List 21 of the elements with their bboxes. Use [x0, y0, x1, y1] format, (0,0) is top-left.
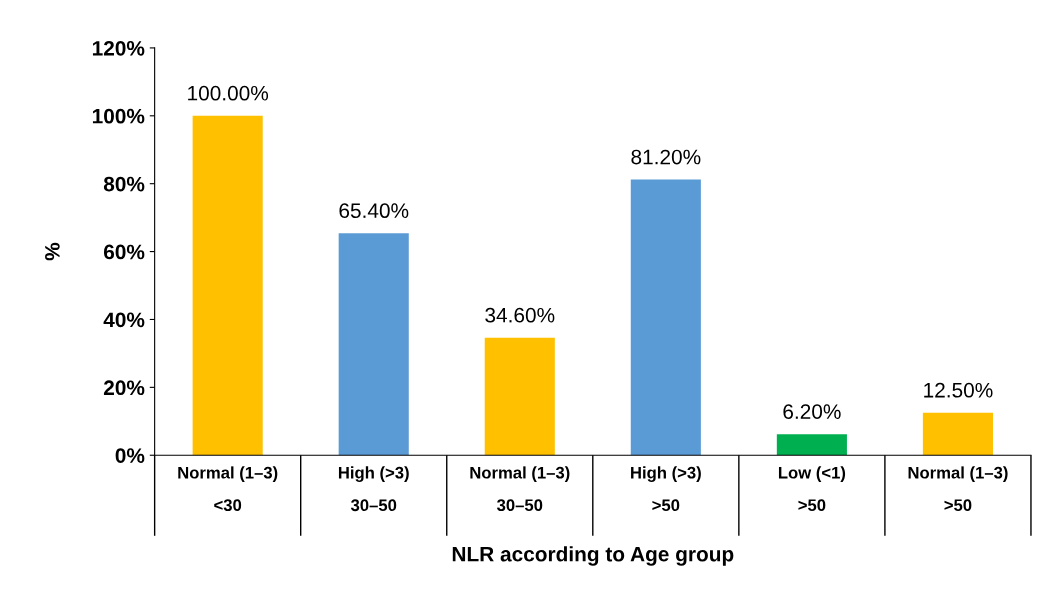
x-axis-title: NLR according to Age group — [452, 546, 734, 566]
data-label: 100.00% — [188, 85, 269, 101]
x-tick-label: High (>3) 30–50 — [338, 466, 409, 512]
x-tick-label: Normal (1–3) <30 — [178, 466, 278, 512]
x-tick-label: Normal (1–3) >50 — [908, 466, 1008, 512]
data-label: 34.60% — [485, 307, 555, 323]
x-tick-label: High (>3) >50 — [631, 466, 701, 512]
y-tick-label: 120% — [92, 40, 145, 56]
data-label: 6.20% — [783, 404, 841, 419]
data-label: 65.40% — [339, 203, 409, 219]
y-tick-label: 100% — [92, 108, 145, 124]
y-tick-label: 40% — [103, 312, 145, 328]
y-tick-label: 80% — [103, 176, 145, 192]
data-label: 12.50% — [924, 382, 993, 398]
y-tick-label: 20% — [103, 380, 145, 396]
y-tick-label: 60% — [103, 244, 145, 260]
y-axis-title: % — [45, 242, 60, 261]
data-label: 81.20% — [631, 149, 701, 165]
y-tick-label: 0% — [115, 448, 145, 463]
x-tick-label: Low (<1) >50 — [778, 466, 846, 512]
x-tick-label: Normal (1–3) 30–50 — [470, 466, 570, 512]
